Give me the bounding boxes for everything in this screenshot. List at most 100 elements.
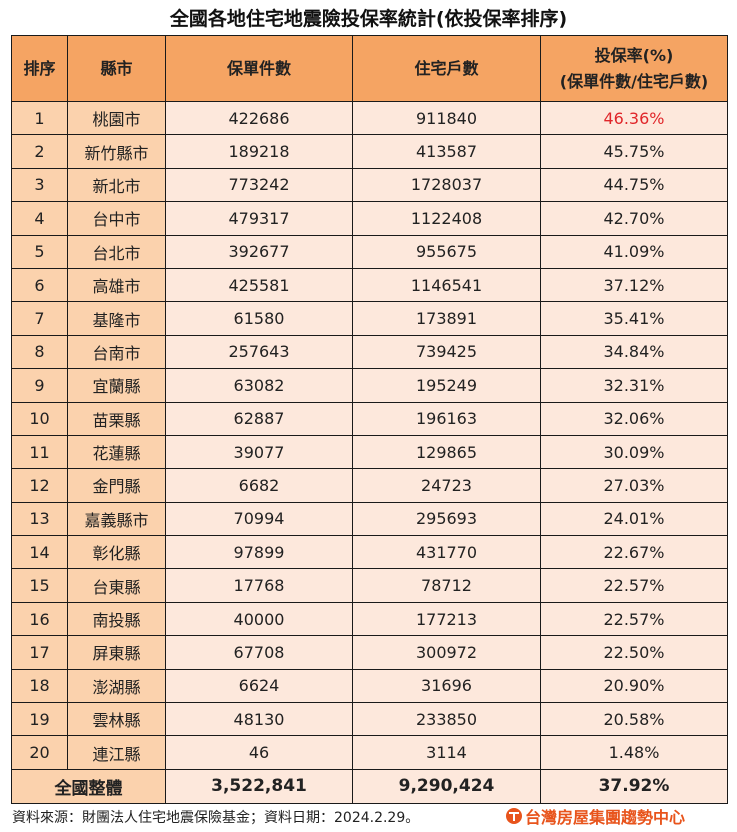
table-row: 6 高雄市 425581 1146541 37.12%	[11, 267, 728, 303]
households-cell: 911840	[352, 100, 541, 136]
county-cell: 彰化縣	[67, 535, 166, 570]
rank-cell: 18	[11, 668, 68, 704]
table-row: 14 彰化縣 97899 431770 22.67%	[11, 535, 728, 570]
brand-emblem-icon	[506, 808, 522, 824]
header-rank: 排序	[11, 35, 68, 102]
rate-cell: 27.03%	[540, 468, 728, 503]
policies-cell: 97899	[165, 535, 353, 570]
table-row: 4 台中市 479317 1122408 42.70%	[11, 201, 728, 236]
header-county: 縣市	[67, 35, 166, 102]
table-row: 17 屏東縣 67708 300972 22.50%	[11, 635, 728, 670]
table-header-row: 排序 縣市 保單件數 住宅戶數 投保率(%) (保單件數/住宅戶數)	[11, 35, 728, 102]
policies-cell: 773242	[165, 167, 353, 203]
rank-cell: 4	[11, 201, 68, 236]
rank-cell: 9	[11, 368, 68, 403]
rank-cell: 2	[11, 134, 68, 169]
header-rate: 投保率(%) (保單件數/住宅戶數)	[540, 35, 728, 102]
county-cell: 雲林縣	[67, 702, 166, 737]
table-row: 15 台東縣 17768 78712 22.57%	[11, 568, 728, 603]
total-households: 9,290,424	[352, 768, 541, 804]
total-rate: 37.92%	[540, 768, 728, 804]
county-cell: 高雄市	[67, 267, 166, 303]
header-rate-line1: 投保率(%)	[594, 45, 674, 65]
households-cell: 24723	[352, 468, 541, 503]
county-cell: 金門縣	[67, 468, 166, 503]
county-cell: 基隆市	[67, 301, 166, 336]
policies-cell: 46	[165, 735, 353, 770]
county-cell: 南投縣	[67, 601, 166, 637]
policies-cell: 61580	[165, 301, 353, 336]
households-cell: 129865	[352, 434, 541, 470]
rank-cell: 15	[11, 568, 68, 603]
rank-cell: 16	[11, 601, 68, 637]
table-row: 3 新北市 773242 1728037 44.75%	[11, 167, 728, 203]
households-cell: 955675	[352, 234, 541, 269]
rate-cell: 34.84%	[540, 334, 728, 370]
households-cell: 1122408	[352, 201, 541, 236]
table-row: 8 台南市 257643 739425 34.84%	[11, 334, 728, 370]
rank-cell: 19	[11, 702, 68, 737]
households-cell: 739425	[352, 334, 541, 370]
rate-cell: 1.48%	[540, 735, 728, 770]
rate-cell: 24.01%	[540, 501, 728, 537]
rank-cell: 3	[11, 167, 68, 203]
households-cell: 300972	[352, 635, 541, 670]
table-row: 7 基隆市 61580 173891 35.41%	[11, 301, 728, 336]
header-rate-line2: (保單件數/住宅戶數)	[559, 71, 709, 91]
rank-cell: 5	[11, 234, 68, 269]
rate-cell: 20.58%	[540, 702, 728, 737]
rate-cell: 22.50%	[540, 635, 728, 670]
rank-cell: 14	[11, 535, 68, 570]
county-cell: 桃園市	[67, 100, 166, 136]
households-cell: 173891	[352, 301, 541, 336]
households-cell: 78712	[352, 568, 541, 603]
table-row: 13 嘉義縣市 70994 295693 24.01%	[11, 501, 728, 537]
policies-cell: 6624	[165, 668, 353, 704]
table-row: 5 台北市 392677 955675 41.09%	[11, 234, 728, 269]
rate-cell: 32.31%	[540, 368, 728, 403]
rate-cell: 42.70%	[540, 201, 728, 236]
policies-cell: 70994	[165, 501, 353, 537]
source-note: 資料來源：財團法人住宅地震保險基金；資料日期：2024.2.29。	[12, 810, 420, 826]
households-cell: 3114	[352, 735, 541, 770]
table-row: 10 苗栗縣 62887 196163 32.06%	[11, 401, 728, 436]
county-cell: 花蓮縣	[67, 434, 166, 470]
households-cell: 413587	[352, 134, 541, 169]
rank-cell: 17	[11, 635, 68, 670]
page-title: 全國各地住宅地震險投保率統計(依投保率排序)	[169, 8, 568, 30]
rank-cell: 7	[11, 301, 68, 336]
total-label: 全國整體	[11, 768, 166, 804]
table-row: 12 金門縣 6682 24723 27.03%	[11, 468, 728, 503]
households-cell: 31696	[352, 668, 541, 704]
table-row: 20 連江縣 46 3114 1.48%	[11, 735, 728, 770]
rate-cell: 41.09%	[540, 234, 728, 269]
households-cell: 233850	[352, 702, 541, 737]
policies-cell: 6682	[165, 468, 353, 503]
rank-cell: 12	[11, 468, 68, 503]
county-cell: 新北市	[67, 167, 166, 203]
households-cell: 195249	[352, 368, 541, 403]
rank-cell: 8	[11, 334, 68, 370]
county-cell: 屏東縣	[67, 635, 166, 670]
households-cell: 295693	[352, 501, 541, 537]
rate-cell: 35.41%	[540, 301, 728, 336]
rank-cell: 1	[11, 100, 68, 136]
policies-cell: 40000	[165, 601, 353, 637]
county-cell: 台中市	[67, 201, 166, 236]
rank-cell: 10	[11, 401, 68, 436]
table-row: 19 雲林縣 48130 233850 20.58%	[11, 702, 728, 737]
rate-cell: 20.90%	[540, 668, 728, 704]
households-cell: 1146541	[352, 267, 541, 303]
rate-cell: 22.67%	[540, 535, 728, 570]
rate-cell: 37.12%	[540, 267, 728, 303]
policies-cell: 425581	[165, 267, 353, 303]
households-cell: 1728037	[352, 167, 541, 203]
rank-cell: 6	[11, 267, 68, 303]
table-row: 2 新竹縣市 189218 413587 45.75%	[11, 134, 728, 169]
brand-name: 台灣房屋集團趨勢中心	[525, 808, 686, 827]
rate-cell: 44.75%	[540, 167, 728, 203]
rate-cell: 22.57%	[540, 568, 728, 603]
county-cell: 台南市	[67, 334, 166, 370]
total-row: 全國整體 3,522,841 9,290,424 37.92%	[11, 768, 728, 804]
rate-cell: 46.36%	[540, 100, 728, 136]
